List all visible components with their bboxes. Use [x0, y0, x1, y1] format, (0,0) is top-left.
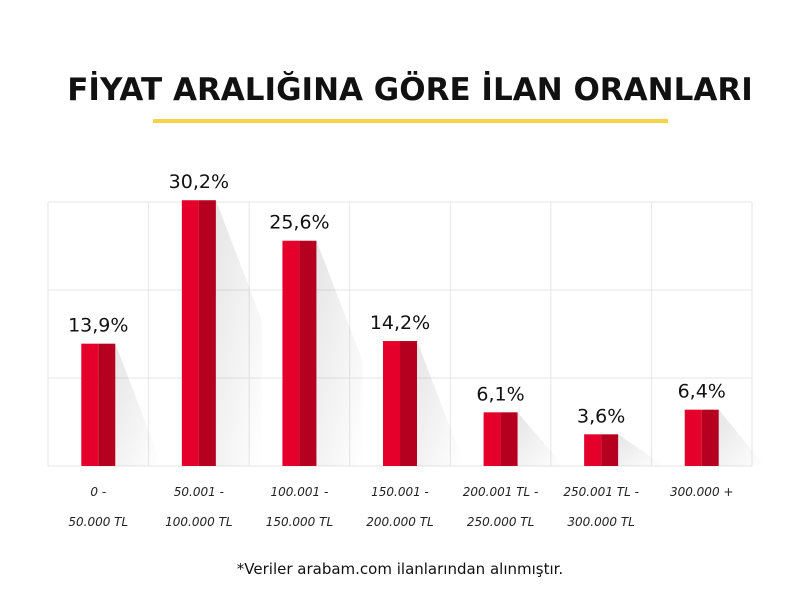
bar-6-front [684, 409, 702, 466]
category-label-0-line-1: 50.000 TL [68, 515, 128, 529]
chart-title: FİYAT ARALIĞINA GÖRE İLAN ORANLARI [67, 72, 753, 108]
category-label-5-line-1: 300.000 TL [567, 515, 634, 529]
bar-3-side [400, 341, 417, 466]
bar-4-front [483, 412, 501, 466]
bar-5-side [601, 434, 619, 466]
category-label-1-line-0: 50.001 - [174, 485, 224, 499]
title-underline [153, 119, 668, 123]
category-label-6-line-0: 300.000 + [670, 485, 734, 499]
bar-shadows [115, 200, 765, 467]
bar-shadow-0 [115, 343, 162, 466]
value-label-3: 14,2% [370, 312, 430, 334]
bar-shadow-5 [618, 434, 665, 466]
bar-2-side [299, 240, 317, 466]
category-label-5-line-0: 250.001 TL - [563, 485, 639, 499]
category-label-2-line-1: 150.000 TL [266, 515, 333, 529]
bar-2 [282, 240, 317, 466]
bar-1-side [198, 200, 216, 467]
category-label-1-line-1: 100.000 TL [165, 515, 232, 529]
bar-shadow-4 [517, 412, 564, 466]
category-label-0-line-0: 0 - [90, 485, 106, 499]
bar-5-front [584, 434, 602, 466]
category-labels: 0 - 50.000 TL 50.001 - 100.000 TL 100.001 - 1… [68, 485, 733, 529]
category-label-2-line-0: 100.001 - [271, 485, 329, 499]
bar-shadow-6 [718, 409, 765, 466]
value-labels: 13,9% 30,2% 25,6% 14,2% 6,1% 3,6% 6,4% [68, 171, 726, 427]
category-label-3-line-1: 200.000 TL [366, 515, 433, 529]
value-label-2: 25,6% [269, 212, 329, 234]
value-label-4: 6,1% [476, 383, 524, 405]
bar-3-front [383, 341, 400, 466]
bar-chart: 13,9% 30,2% 25,6% 14,2% 6,1% 3,6% 6,4% 0 - 50.0… [47, 171, 765, 529]
value-label-1: 30,2% [169, 171, 229, 193]
bar-6-side [701, 409, 719, 466]
value-label-0: 13,9% [68, 315, 128, 337]
bar-5 [584, 434, 619, 466]
bar-1 [181, 200, 216, 467]
bar-3 [383, 341, 417, 466]
category-label-4-line-1: 250.000 TL [467, 515, 534, 529]
bar-1-front [181, 200, 199, 467]
bar-shadow-2 [316, 240, 363, 466]
value-label-6: 6,4% [678, 381, 726, 403]
bar-4-side [500, 412, 518, 466]
footnote: *Veriler arabam.com ilanlarından alınmış… [236, 560, 564, 578]
bar-0-front [81, 343, 99, 466]
bar-0 [81, 343, 116, 466]
bar-0-side [98, 343, 116, 466]
category-label-3-line-0: 150.001 - [371, 485, 429, 499]
bar-6 [684, 409, 719, 466]
category-label-4-line-0: 200.001 TL - [463, 485, 539, 499]
bar-shadow-1 [215, 200, 262, 467]
bar-4 [483, 412, 518, 466]
bar-2-front [282, 240, 300, 466]
value-label-5: 3,6% [577, 405, 625, 427]
bars [81, 200, 719, 467]
bar-shadow-3 [417, 341, 463, 466]
